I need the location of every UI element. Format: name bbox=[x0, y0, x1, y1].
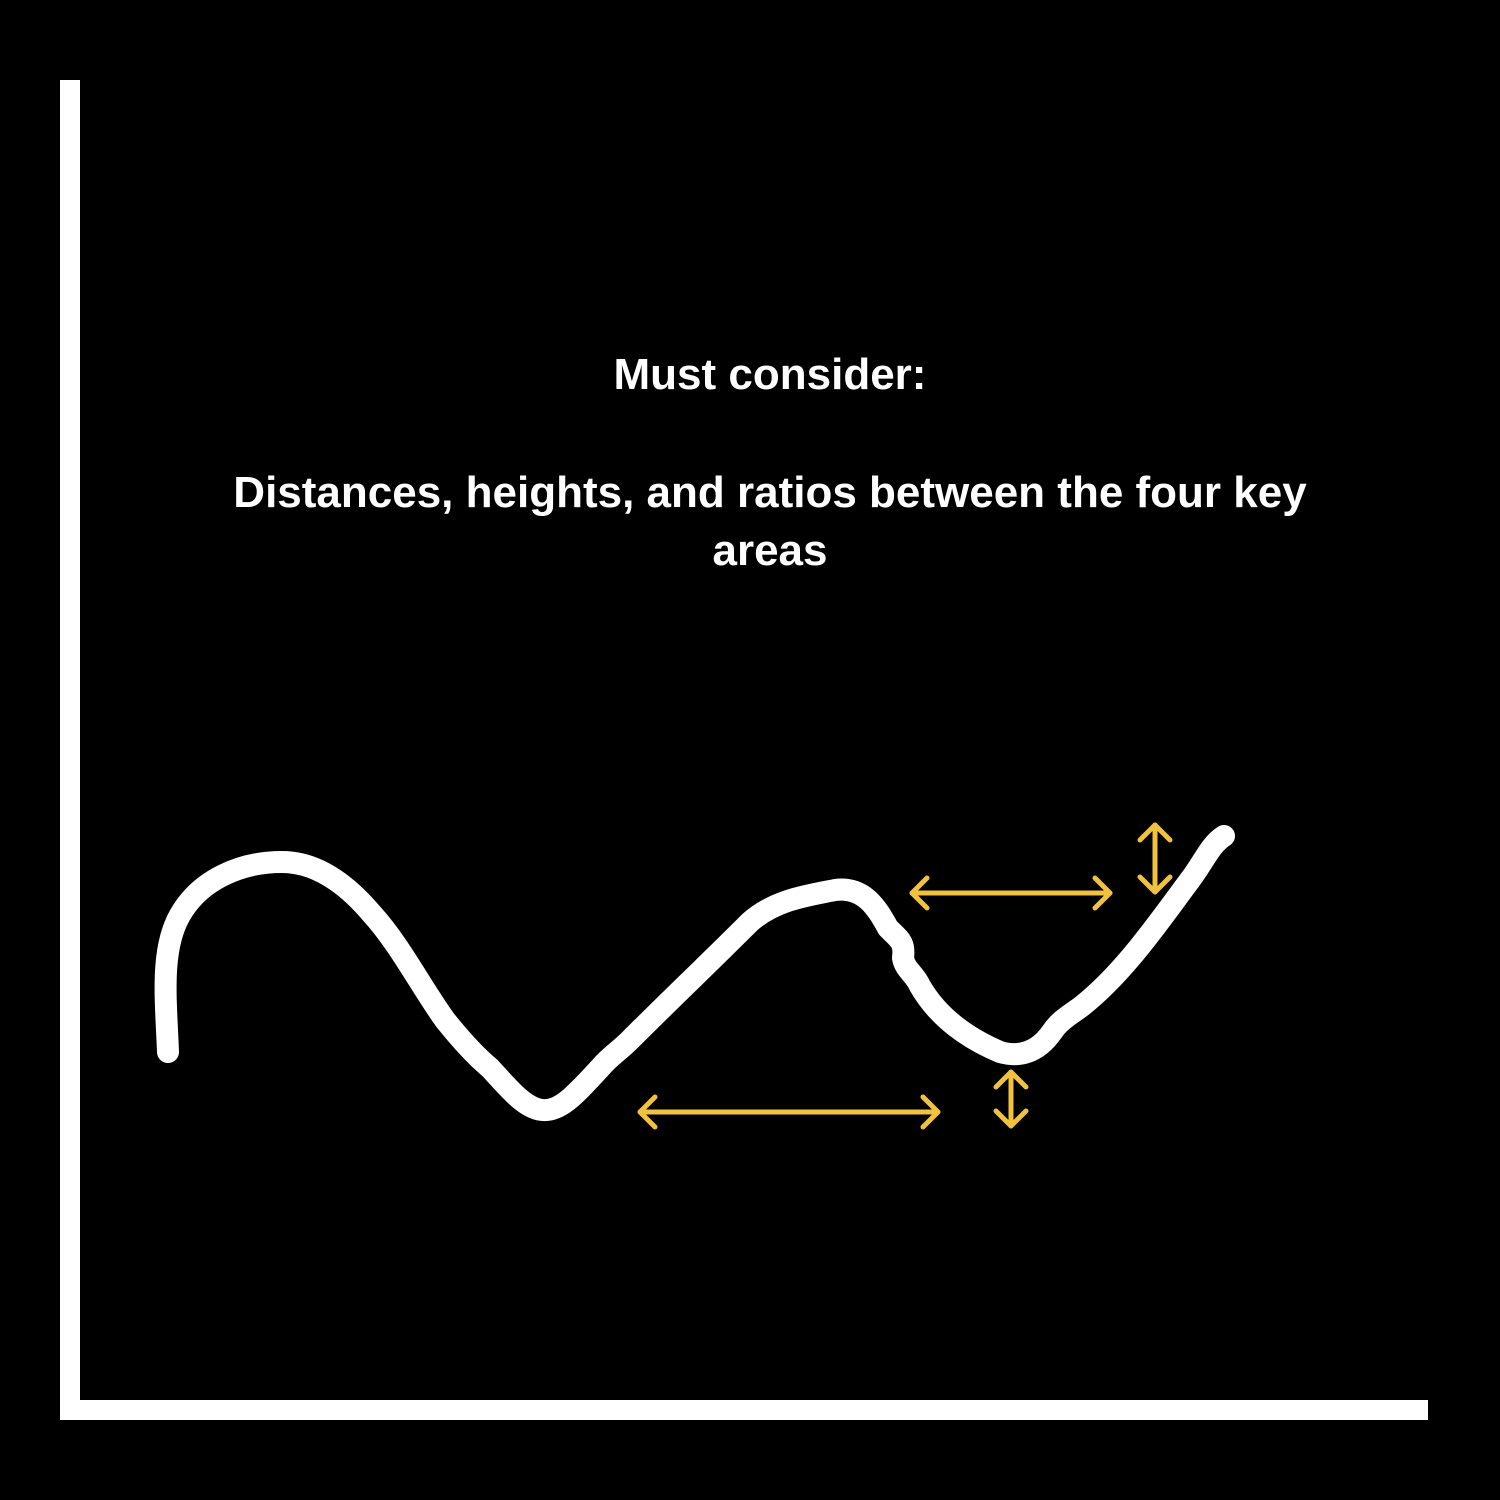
end-height-arrow bbox=[1137, 822, 1173, 895]
x-axis bbox=[60, 1400, 1428, 1420]
heading-block: Must consider: Distances, heights, and r… bbox=[0, 346, 1500, 580]
heading-label: Must consider: bbox=[613, 350, 927, 399]
heading-body: Distances, heights, and ratios between t… bbox=[233, 468, 1307, 575]
y-axis bbox=[60, 80, 80, 1420]
trough-to-peak-distance-arrow bbox=[637, 1094, 941, 1130]
trough-height-arrow bbox=[993, 1069, 1029, 1129]
wave-curve bbox=[154, 825, 1235, 1122]
peak-to-end-distance-arrow bbox=[909, 875, 1113, 911]
